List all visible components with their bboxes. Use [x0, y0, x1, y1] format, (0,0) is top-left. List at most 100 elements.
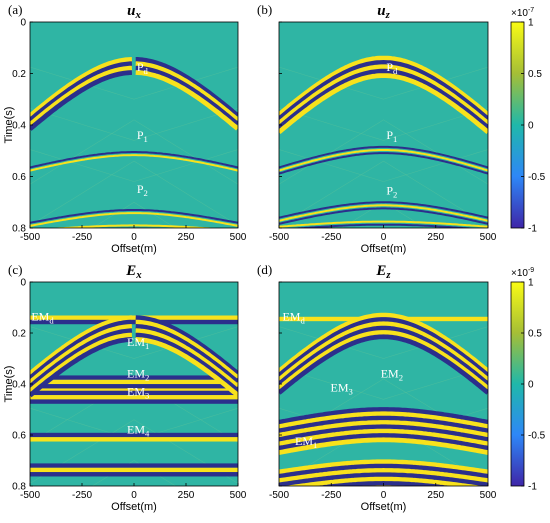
x-tick-label: 500 [230, 232, 247, 243]
event-stripe [285, 476, 482, 486]
panel-b: Pd P1 P2 -500 -250 0 250 500 Offset(m) (b) uz [257, 2, 497, 255]
event-stripe [135, 315, 238, 376]
faint-event [30, 66, 238, 100]
event-stripe [289, 223, 478, 228]
colorbar-tick-label: -1 [528, 482, 537, 493]
flat-event-band [30, 390, 238, 396]
event-stripe [279, 424, 488, 442]
event-stripe [279, 472, 488, 486]
x-axis-label: Offset(m) [111, 243, 157, 255]
event-stripe [30, 154, 238, 172]
event-stripe [279, 145, 488, 169]
flat-event-band [30, 388, 238, 393]
x-tick-label: -250 [321, 490, 341, 501]
y-tick-label: 0 [20, 278, 26, 289]
event-annotation: EM4 [127, 423, 150, 439]
x-tick-label: 0 [131, 232, 137, 243]
faint-event [30, 419, 238, 484]
panel-title: Ex [125, 263, 142, 281]
event-stripe [279, 73, 488, 134]
field-background [279, 282, 488, 486]
event-stripe [279, 59, 488, 121]
flat-event-band [30, 315, 238, 320]
event-stripe [279, 428, 488, 447]
event-stripe [279, 459, 488, 475]
event-stripe [279, 433, 488, 451]
colorbar-tick-label: 1 [528, 18, 534, 29]
event-stripe [279, 411, 488, 429]
colorbar-tick-label: 0 [528, 121, 534, 132]
event-stripe [279, 325, 488, 387]
event-stripe [279, 207, 488, 225]
y-axis-label: Time(s) [3, 107, 15, 144]
event-stripe [30, 57, 133, 118]
colorbar-tick-label: -0.5 [528, 431, 546, 442]
faint-event [91, 460, 177, 486]
x-tick-label: -500 [269, 232, 289, 243]
event-stripe [30, 70, 133, 131]
event-annotation: EM1 [127, 335, 149, 351]
event-stripe [30, 212, 238, 227]
faint-event [279, 66, 488, 100]
event-stripe [279, 463, 488, 479]
event-stripe [279, 220, 488, 228]
colorbar-2: 1 0.5 0 -0.5 -1 ×10-9 [510, 267, 546, 493]
x-tick-label: -500 [20, 490, 40, 501]
faint-event [91, 201, 177, 228]
x-tick-label: 0 [381, 232, 387, 243]
event-stripe [135, 337, 238, 397]
faint-event [279, 108, 488, 141]
event-stripe [279, 467, 488, 483]
flat-event-band [30, 437, 238, 442]
event-stripe [279, 415, 488, 434]
event-stripe [279, 321, 488, 382]
event-stripe [279, 312, 488, 374]
event-stripe [30, 328, 133, 389]
colorbar-tick-label: 0.5 [528, 329, 542, 340]
event-stripe [30, 65, 133, 127]
event-annotation: EM1 [295, 434, 317, 450]
event-stripe [135, 332, 238, 393]
x-tick-label: 250 [427, 232, 444, 243]
event-stripe [30, 315, 133, 376]
event-stripe [30, 319, 133, 380]
x-tick-label: 250 [427, 490, 444, 501]
event-annotation: EMd [31, 309, 54, 325]
event-stripe [279, 68, 488, 130]
event-stripe [30, 337, 133, 398]
event-annotation: P1 [386, 128, 397, 144]
y-tick-label: 0 [20, 18, 26, 29]
event-stripe [135, 328, 238, 389]
y-tick-label: 0.6 [12, 172, 26, 183]
x-axis-label: Offset(m) [111, 501, 157, 513]
flat-event-band [30, 319, 238, 325]
x-tick-label: -250 [321, 232, 341, 243]
flat-event-band [30, 384, 238, 389]
event-annotation: EM2 [381, 367, 403, 383]
x-tick-label: 500 [480, 232, 497, 243]
field-background [30, 22, 238, 228]
x-tick-label: 500 [480, 490, 497, 501]
event-stripe [279, 64, 488, 126]
event-stripe [279, 204, 488, 222]
x-axis-label: Offset(m) [361, 243, 407, 255]
event-stripe [279, 407, 488, 425]
y-tick-label: 0.8 [12, 482, 26, 493]
event-stripe [279, 149, 488, 172]
panel-label: (d) [257, 262, 272, 277]
flat-event-band [30, 395, 238, 400]
faint-event [30, 108, 238, 141]
wavefield: EMd EM2 EM3 EM1 [279, 309, 488, 486]
event-annotation: P1 [137, 128, 148, 144]
flat-event-band [30, 375, 238, 380]
x-tick-label: 500 [230, 490, 247, 501]
y-tick-label: 0.4 [12, 121, 26, 132]
x-axis-label: Offset(m) [361, 501, 407, 513]
event-annotation: EMd [282, 309, 305, 325]
event-stripe [279, 317, 488, 378]
faint-event [279, 367, 488, 400]
event-annotation: P2 [137, 182, 148, 198]
colorbar-tick-label: 0 [528, 380, 534, 391]
